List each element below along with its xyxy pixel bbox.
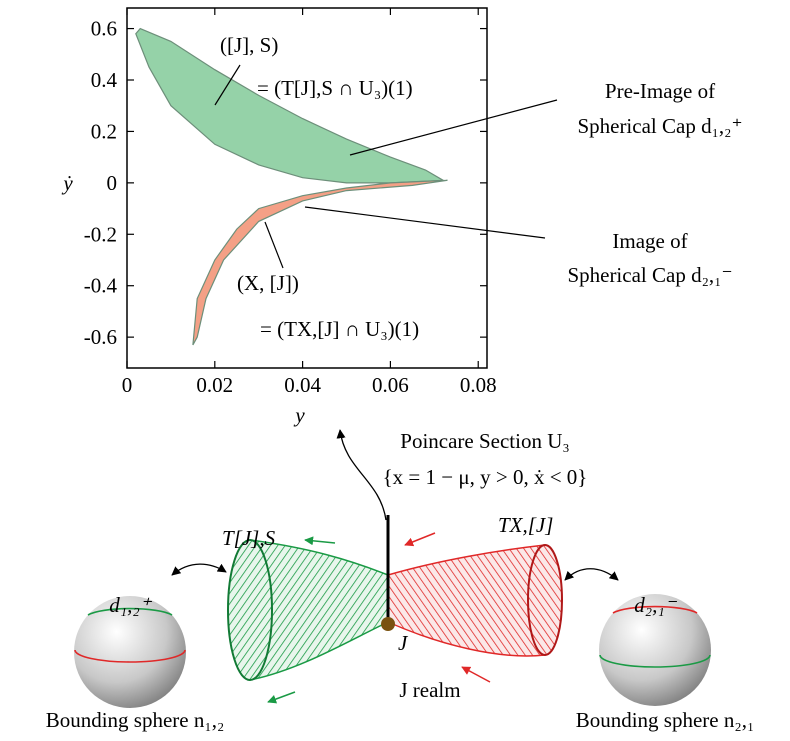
tube-left-end — [227, 539, 273, 681]
x-tick-label: 0.04 — [284, 373, 321, 397]
plot-frame — [126, 7, 488, 369]
x-tick-label: 0.02 — [196, 373, 233, 397]
annotation: ([J], S) — [220, 33, 278, 57]
annotation: Spherical Cap d₁,₂⁺ — [577, 114, 742, 138]
point-label: J — [398, 631, 409, 655]
tube-label: TX,[J] — [498, 513, 553, 537]
point-j — [381, 617, 395, 631]
tube-right — [387, 544, 546, 657]
y-tick-label: -0.2 — [84, 222, 117, 246]
realm-label: J realm — [399, 678, 460, 702]
y-tick-label: -0.6 — [84, 325, 117, 349]
annotation: Pre-Image of — [605, 79, 715, 103]
region — [135, 27, 446, 184]
x-tick-label: 0 — [122, 373, 133, 397]
annotation: Image of — [612, 229, 687, 253]
sphere-label: Bounding sphere n₁,₂ — [46, 708, 225, 732]
plot: 0 0.02 0.04 0.06 0.08 0.6 0.4 0.2 0 -0.2 -0.4 -0.6 — [84, 8, 497, 397]
section-arrow — [336, 429, 387, 521]
section-condition: {x = 1 − μ, y > 0, ẋ < 0} — [383, 465, 588, 489]
cap-circle — [87, 607, 173, 616]
cap-circle — [612, 605, 698, 614]
y-tick-label: 0.2 — [91, 119, 117, 143]
y-tick-label: 0.6 — [91, 17, 117, 41]
x-tick-label: 0.08 — [460, 373, 497, 397]
annotation: = (TX,[J] ∩ U₃)(1) — [260, 317, 419, 341]
x-tick-label: 0.06 — [372, 373, 409, 397]
annotation: (X, [J]) — [237, 271, 299, 295]
tube-label: T[J],S — [222, 526, 276, 550]
flow-arrow — [461, 666, 491, 683]
link-arrow — [564, 568, 619, 581]
tube-right-end — [527, 544, 563, 656]
cap-label: d₂,₁⁻ — [634, 593, 677, 617]
link-arrow — [171, 563, 227, 576]
callouts — [214, 64, 558, 269]
y-axis-label: ẏ — [61, 171, 73, 195]
sphere-label: Bounding sphere n₂,₁ — [576, 708, 755, 732]
y-tick-label: -0.4 — [84, 274, 118, 298]
section-title: Poincare Section U₃ — [400, 429, 569, 453]
flow-arrow — [304, 536, 336, 546]
region — [192, 179, 448, 346]
flow-arrow — [404, 532, 436, 547]
equator — [74, 649, 186, 663]
sphere-right — [599, 594, 711, 706]
equator — [599, 654, 711, 668]
sphere-left — [74, 596, 186, 708]
annotation: Spherical Cap d₂,₁⁻ — [567, 263, 732, 287]
flow-arrow — [267, 691, 296, 704]
y-tick-label: 0.4 — [91, 68, 118, 92]
y-tick-label: 0 — [107, 171, 118, 195]
x-axis-label: y — [293, 403, 305, 427]
cap-label: d₁,₂⁺ — [109, 593, 152, 617]
annotation: = (T[J],S ∩ U₃)(1) — [257, 76, 413, 100]
